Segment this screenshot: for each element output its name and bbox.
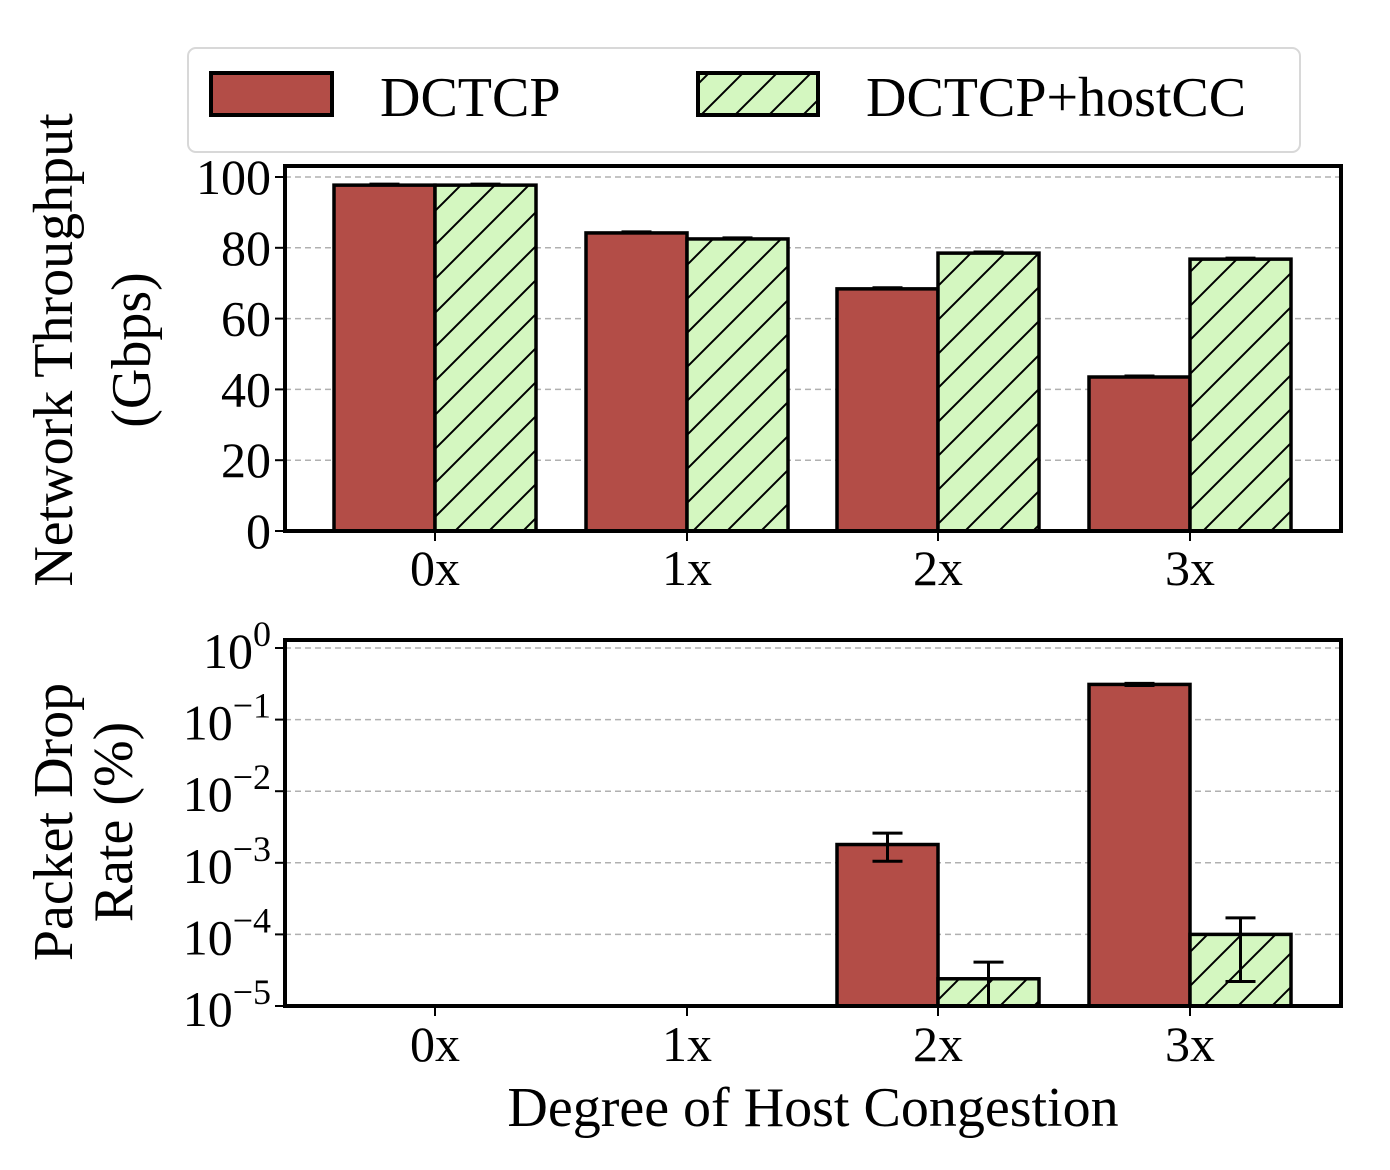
bar-dctcp-1x (584, 231, 689, 533)
bar-hostcc-1x (685, 237, 790, 533)
y-tick-label: 80 (221, 220, 271, 276)
drop-rate-ylabel-line1: Packet Drop (23, 683, 85, 961)
bar-hostcc-0x (433, 183, 538, 533)
y-tick-label: 10−5 (183, 972, 271, 1037)
y-tick-label: 100 (196, 149, 271, 205)
bar-dctcp-2x (835, 287, 940, 533)
throughput-axes: 0 20 40 60 80 100 0x 1x 2x 3x Network Throughput… (23, 113, 1343, 596)
x-tick-label: 1x (662, 1016, 712, 1072)
y-tick-label: 10−2 (183, 757, 271, 822)
bar-dctcp-2x (835, 842, 940, 1008)
legend-swatch-hostcc (696, 71, 820, 117)
x-tick-label: 3x (1165, 1016, 1215, 1072)
y-tick-label: 40 (221, 361, 271, 417)
x-tick-label: 1x (662, 540, 712, 596)
drop-rate-axes-frame (283, 638, 1343, 1008)
x-axis-title: Degree of Host Congestion (507, 1077, 1118, 1139)
x-tick-label: 0x (410, 1016, 460, 1072)
y-tick-label: 20 (221, 432, 271, 488)
legend-label-dctcp: DCTCP (380, 67, 561, 129)
bar-dctcp-0x (332, 183, 437, 533)
legend-label-hostcc: DCTCP+hostCC (866, 67, 1246, 129)
y-tick-label: 10−1 (183, 686, 271, 751)
x-tick-label: 2x (913, 1016, 963, 1072)
y-tick-label: 10−4 (183, 900, 271, 965)
y-tick-label: 100 (203, 614, 271, 679)
legend-swatch-dctcp (209, 71, 334, 117)
throughput-ylabel-line2: (Gbps) (101, 272, 163, 428)
y-tick-label: 10−3 (183, 829, 271, 894)
legend: DCTCP DCTCP+hostCC (187, 47, 1301, 153)
y-tick-label: 60 (221, 291, 271, 347)
bar-dctcp-3x (1087, 375, 1192, 533)
bar-dctcp-3x (1087, 682, 1192, 1008)
bar-hostcc-2x (936, 251, 1041, 533)
x-tick-label: 0x (410, 540, 460, 596)
throughput-axes-frame (283, 164, 1343, 533)
y-tick-label: 0 (246, 503, 271, 559)
throughput-ylabel-line1: Network Throughput (23, 113, 85, 587)
bar-hostcc-3x (1188, 257, 1293, 533)
drop-rate-ylabel-line2: Rate (%) (83, 722, 145, 923)
x-tick-label: 2x (913, 540, 963, 596)
drop-rate-axes: 100 10−110−2 10−310−4 10−5 0x 1x 2x 3x Packet … (23, 614, 1343, 1139)
x-tick-label: 3x (1165, 540, 1215, 596)
